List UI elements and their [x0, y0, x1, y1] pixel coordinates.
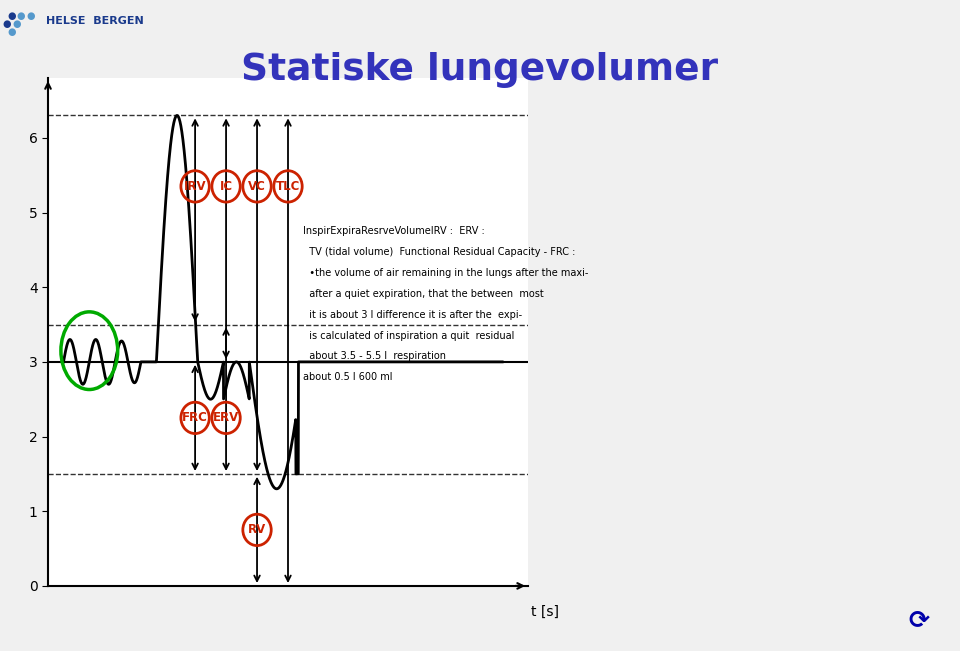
Text: FRC: FRC: [182, 411, 208, 424]
Text: TLC: TLC: [276, 180, 300, 193]
Text: t [s]: t [s]: [531, 605, 559, 618]
Text: ●: ●: [3, 19, 11, 29]
Text: •the volume of air remaining in the lungs after the maxi-: •the volume of air remaining in the lung…: [303, 268, 588, 278]
Text: ●: ●: [17, 11, 25, 21]
Text: is calculated of inspiration a quit  residual: is calculated of inspiration a quit resi…: [303, 331, 515, 340]
Text: RV: RV: [248, 523, 266, 536]
Text: InspirExpiraResrveVolumeIRV :  ERV :: InspirExpiraResrveVolumeIRV : ERV :: [303, 226, 485, 236]
Text: Statiske lungevolumer: Statiske lungevolumer: [241, 52, 719, 88]
Text: it is about 3 l difference it is after the  expi-: it is about 3 l difference it is after t…: [303, 310, 522, 320]
Text: ●: ●: [8, 11, 15, 21]
Text: about 0.5 l 600 ml: about 0.5 l 600 ml: [303, 372, 393, 382]
Text: HELSE  BERGEN: HELSE BERGEN: [46, 16, 144, 26]
Text: ERV: ERV: [213, 411, 239, 424]
Text: VC: VC: [248, 180, 266, 193]
Text: TV (tidal volume)  Functional Residual Capacity - FRC :: TV (tidal volume) Functional Residual Ca…: [303, 247, 576, 257]
Text: ●: ●: [27, 11, 35, 21]
Text: ●: ●: [8, 27, 15, 37]
Text: ●: ●: [12, 19, 20, 29]
Text: about 3.5 - 5.5 l  respiration: about 3.5 - 5.5 l respiration: [303, 352, 446, 361]
Text: ⟳: ⟳: [909, 608, 929, 632]
Text: after a quiet expiration, that the between  most: after a quiet expiration, that the betwe…: [303, 288, 544, 299]
Text: IC: IC: [220, 180, 232, 193]
Text: IRV: IRV: [183, 180, 206, 193]
